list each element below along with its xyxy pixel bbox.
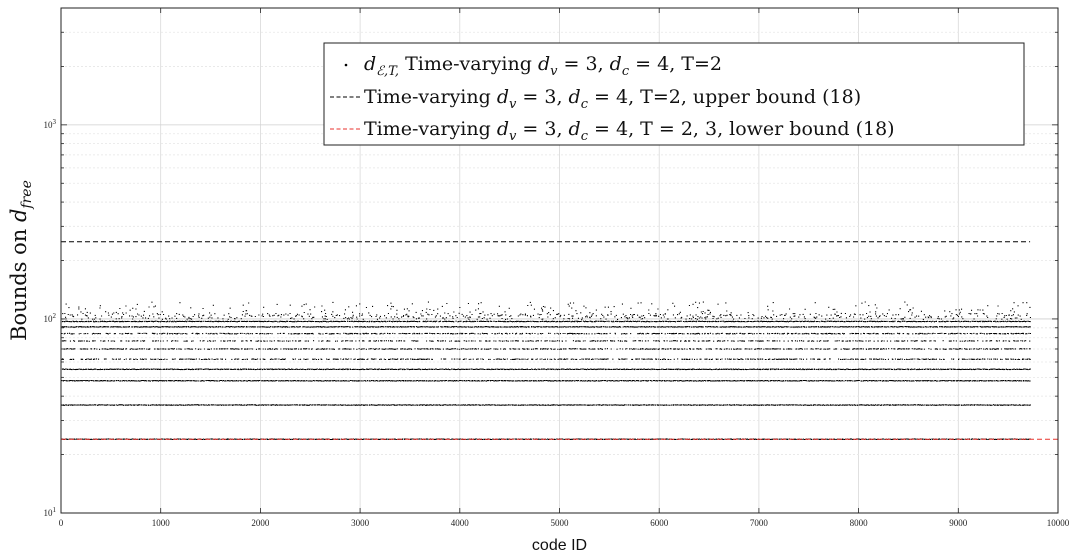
- bound-lines: [61, 241, 1058, 440]
- legend: dℰ,T,​ Time-varying dv​ = 3, dc​ = 4, T=…: [323, 42, 1025, 146]
- legend-marker-dot: [344, 63, 348, 67]
- data-point-row: [61, 358, 1031, 361]
- x-tick-label: 1000: [152, 518, 171, 528]
- x-tick-label: 6000: [650, 518, 669, 528]
- legend-label: Time-varying dv​ = 3, dc​ = 4, T = 2, 3,…: [364, 118, 895, 144]
- data-point-row: [61, 368, 1031, 371]
- data-point-row: [63, 348, 1031, 350]
- y-tick-label: 103: [44, 118, 57, 130]
- legend-label: Time-varying dv​ = 3, dc​ = 4, T=2, uppe…: [364, 86, 861, 112]
- data-point-row: [61, 320, 1031, 323]
- x-axis-title: code ID: [532, 537, 587, 554]
- data-point-row: [62, 307, 1015, 315]
- data-point-row: [62, 312, 1031, 320]
- x-tick-label: 3000: [351, 518, 370, 528]
- data-point-row: [61, 332, 1031, 335]
- data-point-row: [61, 340, 1031, 342]
- x-tick-label: 2000: [251, 518, 270, 528]
- data-points: [61, 301, 1031, 441]
- data-point-row: [65, 301, 1031, 309]
- x-tick-label: 8000: [850, 518, 869, 528]
- legend-label: dℰ,T,​ Time-varying dv​ = 3, dc​ = 4, T=…: [364, 53, 722, 79]
- x-tick-label: 9000: [949, 518, 968, 528]
- data-point-row: [61, 404, 1031, 406]
- y-tick-label: 101: [44, 506, 57, 518]
- x-tick-label: 7000: [750, 518, 769, 528]
- x-tick-label: 5000: [551, 518, 570, 528]
- y-axis-title: Bounds on dfree: [7, 180, 35, 341]
- x-tick-label: 10000: [1047, 518, 1070, 528]
- data-point-row: [61, 326, 1031, 328]
- x-tick-label: 4000: [451, 518, 470, 528]
- x-tick-label: 0: [59, 518, 64, 528]
- legend-box: [323, 42, 1025, 146]
- y-tick-label: 102: [44, 312, 57, 324]
- data-point-row: [61, 379, 1031, 382]
